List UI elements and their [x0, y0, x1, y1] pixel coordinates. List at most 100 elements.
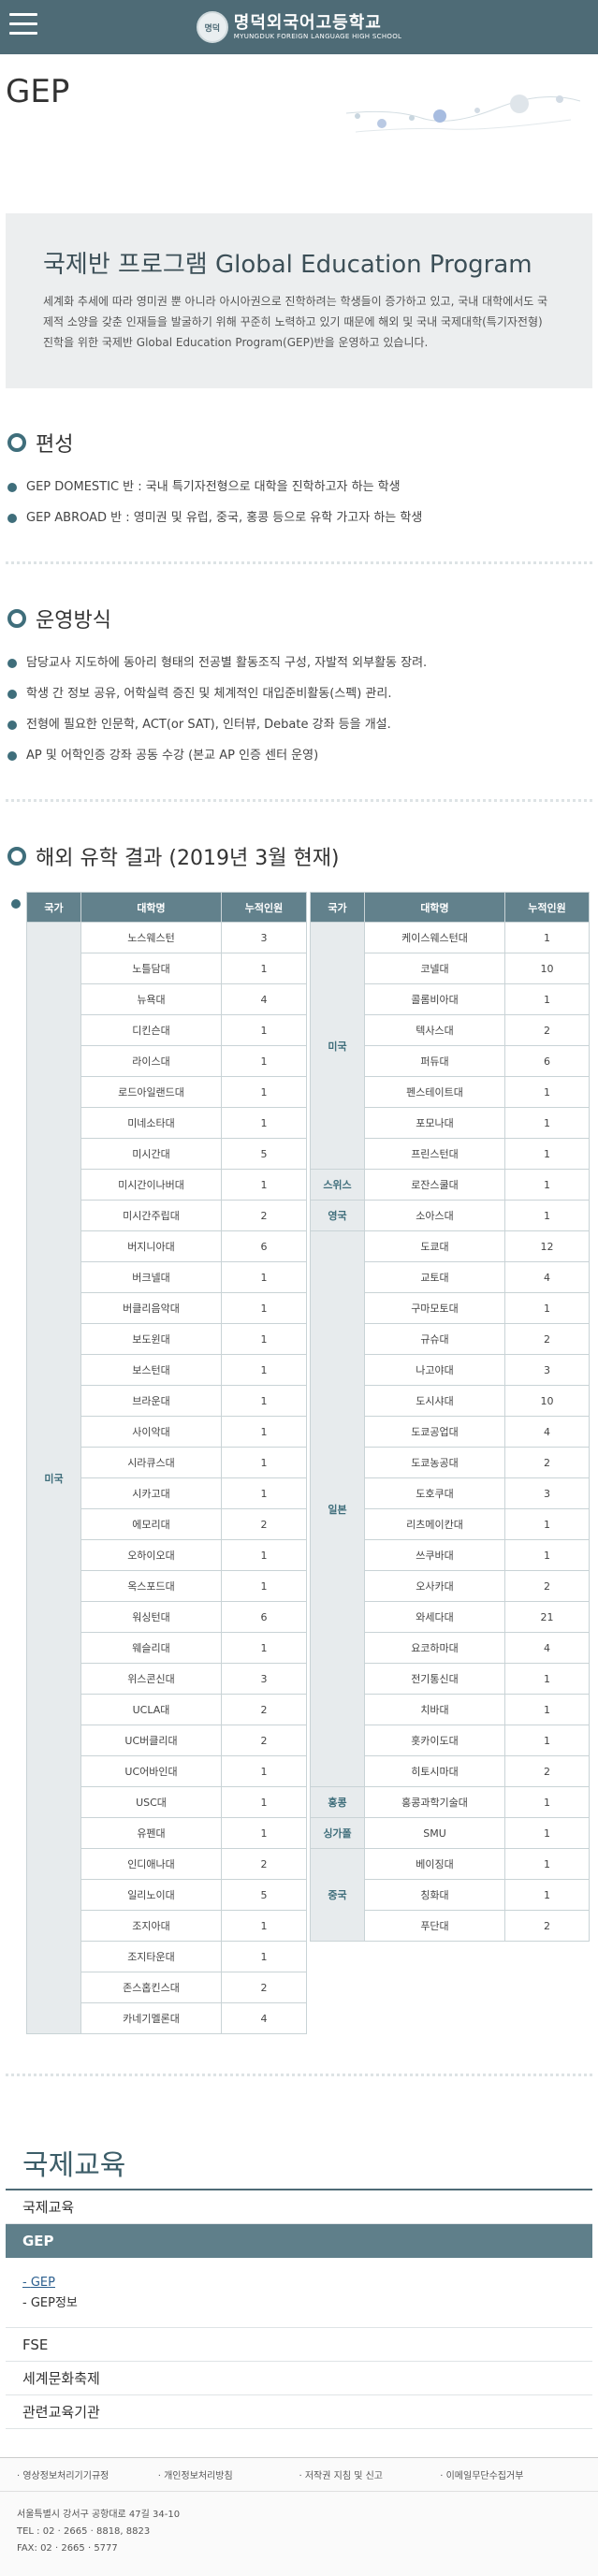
footer-link-privacy-policy[interactable]: 개인정보처리방침 [158, 2467, 299, 2481]
table-row: 버지니아대 6 [27, 1230, 307, 1262]
footer-fax: FAX: 02 · 2665 · 5777 [17, 2543, 118, 2554]
submenu-item-gep[interactable]: - GEP [22, 2276, 55, 2290]
count-cell: 2 [504, 1447, 590, 1478]
count-cell: 1 [504, 1200, 590, 1231]
count-cell: 1 [504, 1725, 590, 1756]
table-row: 미시간주립대 2 [27, 1200, 307, 1231]
operation-section: 운영방식 담당교사 지도하에 동아리 형태의 전공별 활동조직 구성, 자발적 … [0, 604, 598, 765]
table-row: 미시간이나버대 1 [27, 1169, 307, 1201]
table-row: 쓰쿠바대 1 [311, 1539, 590, 1571]
table-row: 미시간대 5 [27, 1138, 307, 1170]
university-cell: 도호쿠대 [364, 1477, 505, 1509]
school-emblem-icon: 명덕 [196, 11, 228, 43]
table-row: 보스턴대 1 [27, 1354, 307, 1386]
table-row: 웨슬리대 1 [27, 1632, 307, 1664]
count-cell: 1 [221, 1817, 307, 1849]
count-cell: 10 [504, 1385, 590, 1417]
table-row: 에모리대 2 [27, 1508, 307, 1540]
table-row: 위스콘신대 3 [27, 1663, 307, 1695]
count-cell: 4 [504, 1261, 590, 1293]
menu-icon[interactable] [9, 13, 37, 39]
university-cell: 와세다대 [364, 1601, 505, 1633]
col-header-count: 누적인원 [221, 892, 307, 923]
intro-heading: 국제반 프로그램 Global Education Program [43, 251, 532, 279]
country-cell: 중국 [310, 1848, 365, 1942]
menu-item-gep[interactable]: GEP [6, 2224, 592, 2258]
top-header: 명덕 명덕외국어고등학교 MYUNGDUK FOREIGN LANGUAGE H… [0, 0, 598, 54]
country-cell: 영국 [310, 1200, 365, 1231]
menu-item-fse[interactable]: FSE [6, 2328, 592, 2362]
university-cell: 포모나대 [364, 1107, 505, 1139]
university-cell: 나고야대 [364, 1354, 505, 1386]
table-row: 치바대 1 [311, 1694, 590, 1725]
footer-link-copyright[interactable]: 저작권 지침 및 신고 [299, 2467, 441, 2481]
university-cell: 케이스웨스턴대 [364, 922, 505, 953]
results-section: 해외 유학 결과 (2019년 3월 현재) 국가 대학명 누적인원 미국 노스웨… [0, 841, 598, 2034]
university-cell: 퍼듀대 [364, 1045, 505, 1077]
table-row: UCLA대 2 [27, 1694, 307, 1725]
count-cell: 6 [504, 1045, 590, 1077]
menu-item-world-culture[interactable]: 세계문화축제 [6, 2362, 592, 2395]
count-cell: 2 [504, 1755, 590, 1787]
count-cell: 1 [504, 1539, 590, 1571]
count-cell: 3 [504, 1354, 590, 1386]
count-cell: 1 [221, 1385, 307, 1417]
count-cell: 1 [504, 1107, 590, 1139]
table-row: 펜스테이트대 1 [311, 1076, 590, 1108]
results-table-left: 국가 대학명 누적인원 미국 노스웨스턴 3 노틀담대 1 뉴욕대 4 디킨슨대 1 라이스대 1 로… [26, 892, 307, 2034]
table-row: 프린스턴대 1 [311, 1138, 590, 1170]
count-cell: 2 [221, 1694, 307, 1725]
university-cell: 라이스대 [80, 1045, 222, 1077]
count-cell: 2 [504, 1323, 590, 1355]
university-cell: 교토대 [364, 1261, 505, 1293]
menu-item-international[interactable]: 국제교육 [6, 2190, 592, 2224]
table-row: 전기통신대 1 [311, 1663, 590, 1695]
count-cell: 2 [504, 1570, 590, 1602]
section-title: 해외 유학 결과 (2019년 3월 현재) [36, 847, 340, 870]
university-cell: 노스웨스턴 [80, 922, 222, 953]
university-cell: 뉴욕대 [80, 983, 222, 1015]
decorative-dots-graphic [345, 95, 581, 133]
table-row: 버클리음악대 1 [27, 1292, 307, 1324]
table-row: 싱가폴 SMU 1 [310, 1817, 590, 1849]
table-row: 콜롬비아대 1 [311, 983, 590, 1015]
col-header-university: 대학명 [364, 892, 505, 923]
divider [6, 2074, 592, 2076]
count-cell: 1 [221, 1632, 307, 1664]
list-item: 담당교사 지도하에 동아리 형태의 전공별 활동조직 구성, 자발적 외부활동 … [7, 654, 591, 673]
submenu-item-gep-info[interactable]: - GEP정보 [22, 2296, 78, 2310]
table-row: 스위스 로잔스쿨대 1 [310, 1169, 590, 1201]
count-cell: 2 [221, 1200, 307, 1231]
table-row: 워싱턴대 6 [27, 1601, 307, 1633]
table-row: 옥스포드대 1 [27, 1570, 307, 1602]
country-cell: 스위스 [310, 1169, 365, 1201]
count-cell: 1 [504, 1663, 590, 1695]
count-cell: 1 [221, 1014, 307, 1046]
university-cell: 콜롬비아대 [364, 983, 505, 1015]
count-cell: 4 [504, 1416, 590, 1448]
list-item: 학생 간 정보 공유, 어학실력 증진 및 체계적인 대입준비활동(스펙) 관리… [7, 685, 591, 704]
table-row: 인디애나대 2 [27, 1848, 307, 1880]
count-cell: 3 [221, 922, 307, 953]
table-row: 도시샤대 10 [311, 1385, 590, 1417]
footer-link-email-refusal[interactable]: 이메일무단수집거부 [440, 2467, 581, 2481]
gep-submenu: - GEP - GEP정보 [6, 2258, 592, 2328]
count-cell: 2 [221, 1972, 307, 2003]
university-cell: 텍사스대 [364, 1014, 505, 1046]
count-cell: 6 [221, 1230, 307, 1262]
col-header-country: 국가 [310, 892, 365, 923]
table-row: 히토시마대 2 [311, 1755, 590, 1787]
count-cell: 1 [221, 1786, 307, 1818]
menu-item-related-institutions[interactable]: 관련교육기관 [6, 2395, 592, 2429]
count-cell: 1 [504, 1508, 590, 1540]
count-cell: 1 [221, 1292, 307, 1324]
table-row: 퍼듀대 6 [311, 1045, 590, 1077]
footer-link-cctv-policy[interactable]: 영상정보처리기기규정 [17, 2467, 158, 2481]
university-cell: 시카고대 [80, 1477, 222, 1509]
school-logo[interactable]: 명덕 명덕외국어고등학교 MYUNGDUK FOREIGN LANGUAGE H… [196, 11, 401, 43]
count-cell: 1 [221, 1045, 307, 1077]
university-cell: 보도윈대 [80, 1323, 222, 1355]
university-cell: 웨슬리대 [80, 1632, 222, 1664]
col-header-count: 누적인원 [504, 892, 590, 923]
table-row: 미국 케이스웨스턴대 1 [310, 922, 590, 1170]
